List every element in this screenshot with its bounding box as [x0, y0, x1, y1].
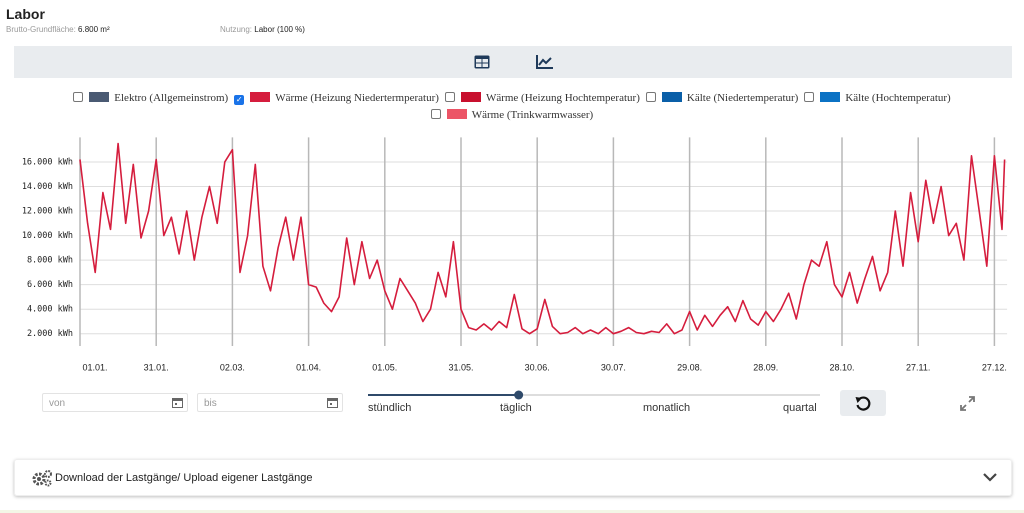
page-title: Labor	[6, 6, 45, 22]
area-label: Brutto-Grundfläche:	[6, 25, 76, 34]
use-label: Nutzung:	[220, 25, 253, 34]
gears-icon	[32, 470, 52, 487]
legend-item[interactable]: Wärme (Heizung Hochtemperatur)	[444, 90, 640, 107]
chart-view-button[interactable]	[536, 55, 553, 69]
legend-item[interactable]: Kälte (Hochtemperatur)	[804, 90, 951, 107]
legend-item[interactable]: Wärme (Trinkwarmwasser)	[430, 107, 594, 124]
x-tick-label: 01.01.	[82, 362, 107, 372]
data-line	[79, 142, 1006, 335]
area-info: Brutto-Grundfläche: 6.800 m²	[6, 25, 110, 34]
y-tick-label: 8.000 kWh	[27, 256, 73, 266]
x-tick-label: 31.01.	[144, 362, 169, 372]
resolution-label[interactable]: täglich	[500, 402, 532, 414]
legend-checkbox[interactable]	[444, 92, 455, 102]
legend-checkbox[interactable]	[645, 92, 656, 102]
x-tick-label: 28.09.	[753, 362, 778, 372]
resolution-label[interactable]: stündlich	[368, 402, 412, 414]
legend-swatch	[446, 109, 467, 119]
x-tick-label: 02.03.	[220, 362, 245, 372]
y-tick-label: 16.000 kWh	[22, 157, 73, 167]
x-tick-label: 29.08.	[677, 362, 702, 372]
legend-checkbox[interactable]	[73, 92, 84, 102]
download-panel[interactable]: Download der Lastgänge/ Upload eigener L…	[14, 459, 1012, 496]
chart: 2.000 kWh 4.000 kWh 6.000 kWh 8.000 kWh 10.0…	[22, 137, 1008, 372]
legend-label: Wärme (Trinkwarmwasser)	[471, 109, 594, 121]
y-tick-label: 2.000 kWh	[27, 329, 73, 339]
to-placeholder: bis	[204, 398, 217, 409]
y-tick-label: 12.000 kWh	[22, 207, 73, 217]
legend-swatch	[661, 92, 682, 102]
y-tick-label: 14.000 kWh	[22, 182, 73, 192]
expand-chevron[interactable]	[983, 472, 997, 482]
legend: Elektro (Allgemeinstrom) ✓ Wärme (Heizung …	[0, 90, 1024, 124]
resolution-label[interactable]: monatlich	[643, 402, 691, 414]
x-tick-label: 01.05.	[372, 362, 397, 372]
legend-swatch	[250, 92, 271, 102]
reset-button[interactable]	[840, 390, 886, 416]
footer-strip	[0, 510, 1024, 513]
resolution-slider[interactable]	[360, 388, 830, 402]
y-tick-label: 4.000 kWh	[27, 305, 73, 315]
legend-label: Elektro (Allgemeinstrom)	[114, 92, 229, 104]
y-tick-label: 10.000 kWh	[22, 231, 73, 241]
resolution-label[interactable]: quartal	[783, 402, 817, 414]
area-value: 6.800 m²	[78, 25, 110, 34]
legend-label: Kälte (Hochtemperatur)	[845, 92, 951, 104]
to-date-input[interactable]: bis	[197, 393, 343, 412]
use-info: Nutzung: Labor (100 %)	[220, 25, 305, 34]
x-tick-label: 28.10.	[829, 362, 854, 372]
legend-swatch	[89, 92, 110, 102]
legend-checkbox[interactable]: ✓	[234, 95, 245, 105]
legend-item[interactable]: Kälte (Niedertemperatur)	[645, 90, 799, 107]
legend-label: Wärme (Heizung Hochtemperatur)	[485, 92, 640, 104]
legend-label: Wärme (Heizung Niedertermperatur)	[275, 92, 439, 104]
y-tick-label: 6.000 kWh	[27, 280, 73, 290]
panel-title: Download der Lastgänge/ Upload eigener L…	[55, 472, 313, 484]
fullscreen-button[interactable]	[960, 396, 975, 411]
legend-item[interactable]: ✓ Wärme (Heizung Niedertermperatur)	[234, 90, 439, 107]
from-placeholder: von	[49, 398, 66, 409]
legend-swatch	[460, 92, 481, 102]
view-toolbar	[14, 46, 1012, 78]
use-value: Labor (100 %)	[254, 25, 305, 34]
x-tick-label: 30.07.	[601, 362, 626, 372]
legend-checkbox[interactable]	[804, 92, 815, 102]
x-tick-label: 27.12.	[982, 362, 1007, 372]
legend-swatch	[820, 92, 841, 102]
legend-label: Kälte (Niedertemperatur)	[686, 92, 799, 104]
x-tick-label: 01.04.	[296, 362, 321, 372]
calendar-icon[interactable]	[172, 397, 183, 408]
legend-item[interactable]: Elektro (Allgemeinstrom)	[73, 90, 228, 107]
table-view-button[interactable]	[474, 55, 490, 69]
x-tick-label: 27.11.	[906, 362, 930, 372]
x-tick-label: 30.06.	[525, 362, 550, 372]
legend-checkbox[interactable]	[430, 109, 441, 119]
x-tick-label: 31.05.	[448, 362, 473, 372]
from-date-input[interactable]: von	[42, 393, 188, 412]
calendar-icon[interactable]	[327, 397, 338, 408]
